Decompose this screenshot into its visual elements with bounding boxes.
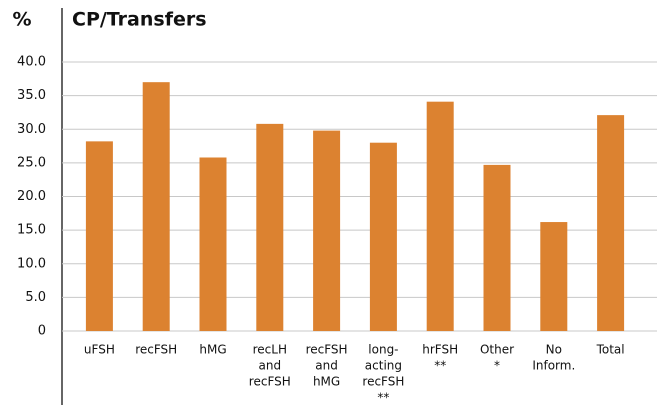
bar bbox=[540, 222, 568, 331]
y-tick-label: 35.0 bbox=[17, 88, 46, 103]
bar bbox=[199, 157, 227, 331]
x-tick-label: recFSH bbox=[306, 343, 348, 357]
bar bbox=[369, 142, 397, 331]
bar bbox=[426, 101, 454, 332]
x-tick-label: uFSH bbox=[84, 343, 115, 357]
x-tick-label: hrFSH bbox=[422, 343, 458, 357]
bar bbox=[313, 130, 341, 331]
y-tick-label: 10.0 bbox=[17, 256, 46, 271]
x-tick-label: ** bbox=[434, 359, 446, 373]
chart-title: CP/Transfers bbox=[72, 9, 207, 31]
bar bbox=[142, 82, 170, 331]
x-tick-label: * bbox=[494, 359, 500, 373]
x-tick-label: recLH bbox=[253, 343, 287, 357]
y-axis-label: % bbox=[12, 9, 31, 31]
x-tick-label: and bbox=[259, 359, 282, 373]
x-tick-label: and bbox=[315, 359, 338, 373]
x-tick-label: No bbox=[546, 343, 562, 357]
x-tick-label: recFSH bbox=[362, 375, 404, 389]
x-tick-label: recFSH bbox=[135, 343, 177, 357]
x-tick-label: ** bbox=[377, 391, 389, 405]
bar bbox=[256, 123, 284, 332]
y-tick-label: 40.0 bbox=[17, 55, 46, 70]
x-tick-label: hMG bbox=[313, 375, 340, 389]
x-tick-label: long- bbox=[368, 343, 398, 357]
x-tick-label: hMG bbox=[199, 343, 226, 357]
bar bbox=[483, 164, 511, 331]
x-tick-label: Total bbox=[596, 343, 625, 357]
y-tick-label: 5.0 bbox=[25, 290, 46, 305]
y-tick-label: 0 bbox=[38, 324, 46, 339]
x-tick-label: Inform. bbox=[532, 359, 575, 373]
bar bbox=[597, 115, 625, 331]
bar bbox=[85, 141, 113, 331]
y-tick-label: 25.0 bbox=[17, 155, 46, 170]
y-tick-label: 15.0 bbox=[17, 223, 46, 238]
y-tick-label: 20.0 bbox=[17, 189, 46, 204]
y-tick-label: 30.0 bbox=[17, 122, 46, 137]
x-tick-label: acting bbox=[365, 359, 402, 373]
x-tick-label: recFSH bbox=[249, 375, 291, 389]
x-tick-label: Other bbox=[480, 343, 514, 357]
